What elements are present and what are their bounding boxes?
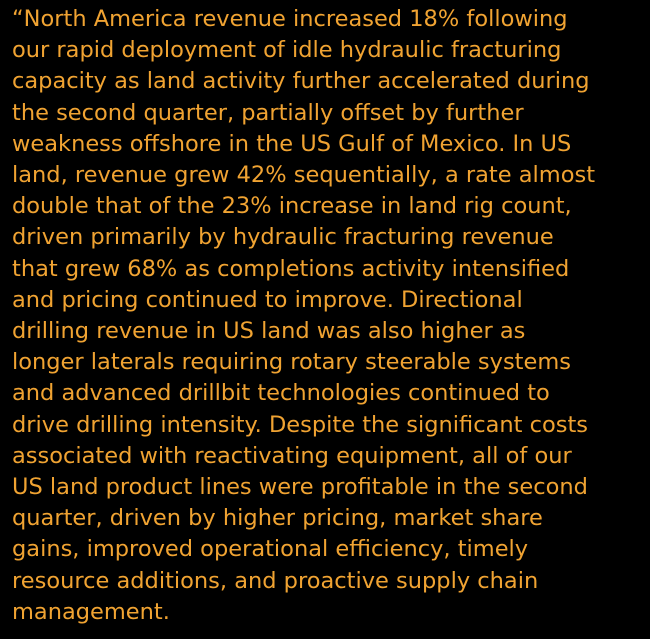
quote-line: double that of the 23% increase in land … xyxy=(12,193,572,220)
quote-line: driven primarily by hydraulic fracturing… xyxy=(12,224,554,251)
quote-line: land, revenue grew 42% sequentially, a r… xyxy=(12,162,596,189)
quote-line: management. xyxy=(12,598,170,625)
quote-line: that grew 68% as completions activity in… xyxy=(12,255,570,282)
quote-line: associated with reactivating equipment, … xyxy=(12,442,572,469)
quote-line: quarter, driven by higher pricing, marke… xyxy=(12,505,543,532)
quote-line: our rapid deployment of idle hydraulic f… xyxy=(12,37,562,64)
quote-line: weakness offshore in the US Gulf of Mexi… xyxy=(12,130,572,157)
quote-line: US land product lines were profitable in… xyxy=(12,474,588,501)
quote-line: “North America revenue increased 18% fol… xyxy=(12,6,568,32)
quote-line: the second quarter, partially offset by … xyxy=(12,99,524,126)
quote-line: resource additions, and proactive supply… xyxy=(12,567,539,594)
quote-line: longer laterals requiring rotary steerab… xyxy=(12,349,571,376)
quote-line: and pricing continued to improve. Direct… xyxy=(12,286,523,313)
quote-line: and advanced drillbit technologies conti… xyxy=(12,380,550,407)
quote-line: capacity as land activity further accele… xyxy=(12,68,590,95)
quote-line: drilling revenue in US land was also hig… xyxy=(12,318,526,345)
quote-line: drive drilling intensity. Despite the si… xyxy=(12,411,589,438)
quote-line: gains, improved operational efficiency, … xyxy=(12,536,529,563)
